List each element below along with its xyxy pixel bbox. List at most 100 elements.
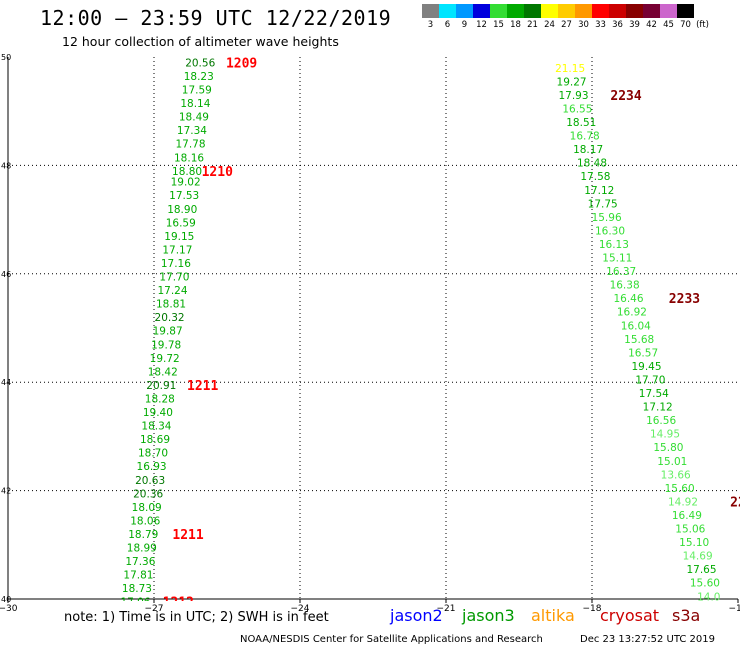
wave-height-point: 19.87 — [153, 326, 183, 338]
pass-time-label: 1211 — [172, 528, 203, 543]
wave-height-point: 15.3 — [701, 605, 724, 617]
scale-swatch — [422, 4, 439, 18]
wave-height-point: 18.69 — [140, 434, 170, 446]
satellite-cryosat: cryosat — [600, 606, 660, 625]
page-title: 12:00 – 23:59 UTC 12/22/2019 — [40, 6, 392, 30]
scale-cell: 24 — [541, 4, 558, 30]
wave-height-point: 17.24 — [157, 285, 187, 297]
scale-label: 15 — [493, 20, 504, 30]
x-tick-label: −18 — [583, 604, 602, 614]
wave-height-point: 18.14 — [180, 98, 210, 110]
wave-height-point: 17.16 — [161, 258, 191, 270]
satellite-jason2: jason2 — [390, 606, 443, 625]
wave-height-point: 15.60 — [690, 578, 720, 590]
scale-label: 30 — [578, 20, 589, 30]
wave-height-point: 17.36 — [125, 556, 155, 568]
scale-label: 18 — [510, 20, 521, 30]
scale-label: 42 — [646, 20, 657, 30]
wave-height-point: 17.53 — [169, 190, 199, 202]
scale-label: 27 — [561, 20, 572, 30]
wave-height-point: 18.23 — [184, 71, 214, 83]
pass-time-label: 1209 — [226, 56, 257, 71]
scale-swatch — [490, 4, 507, 18]
wave-height-point: 18.42 — [148, 366, 178, 378]
scale-cell: 39 — [626, 4, 643, 30]
wave-height-point: 16.46 — [613, 293, 643, 305]
page-subtitle: 12 hour collection of altimeter wave hei… — [62, 34, 339, 49]
scale-swatch — [456, 4, 473, 18]
wave-height-point: 15.11 — [602, 253, 632, 265]
scale-label: 70 — [680, 20, 691, 30]
pass-time-label: 1212 — [163, 596, 194, 611]
wave-height-point: 18.17 — [573, 144, 603, 156]
wave-height-point: 16.49 — [672, 510, 702, 522]
wave-height-point: 16.56 — [646, 415, 676, 427]
scale-label: 33 — [595, 20, 606, 30]
wave-height-point: 15.80 — [653, 442, 683, 454]
wave-height-point: 16.59 — [166, 217, 196, 229]
wave-height-point: 14.0 — [697, 591, 720, 603]
wave-height-point: 19.15 — [164, 231, 194, 243]
satellite-s3a: s3a — [672, 606, 701, 625]
wave-height-point: 18.49 — [179, 112, 209, 124]
wave-height-point: 18.81 — [156, 299, 186, 311]
wave-height-point: 19.45 — [631, 361, 661, 373]
wave-height-point: 17.54 — [639, 388, 669, 400]
wave-height-point: 18.70 — [138, 448, 168, 460]
scale-label: 9 — [461, 20, 468, 30]
scale-swatch — [575, 4, 592, 18]
y-tick-label: 50 — [1, 53, 11, 62]
wave-height-point: 18.28 — [145, 393, 175, 405]
wave-height-point: 17.34 — [177, 125, 207, 137]
wave-height-point: 17.58 — [580, 171, 610, 183]
wave-height-point: 16.92 — [617, 307, 647, 319]
wave-height-point: 19.27 — [557, 76, 587, 88]
scale-swatch — [592, 4, 609, 18]
wave-height-point: 18.73 — [122, 583, 152, 595]
wave-height-point: 17.17 — [162, 244, 192, 256]
wave-height-point: 17.75 — [588, 198, 618, 210]
wave-height-point: 18.80 — [172, 166, 202, 178]
x-tick-label: −30 — [0, 604, 18, 614]
wave-height-point: 15.06 — [675, 524, 705, 536]
wave-height-point: 16.57 — [628, 347, 658, 359]
wave-height-point: 16.14 — [116, 637, 146, 649]
scale-swatch — [643, 4, 660, 18]
scale-cell: 3 — [422, 4, 439, 30]
wave-height-point: 21.15 — [555, 63, 585, 75]
scale-label: 3 — [427, 20, 434, 30]
wave-height-point: 17.70 — [159, 272, 189, 284]
scale-swatch — [677, 4, 694, 18]
x-tick-label: −15 — [729, 604, 740, 614]
wave-height-point: 18.06 — [130, 515, 160, 527]
wave-height-point: 17.93 — [558, 90, 588, 102]
scale-swatch — [660, 4, 677, 18]
satellite-jason3: jason3 — [462, 606, 515, 625]
scale-label: 24 — [544, 20, 555, 30]
scale-swatch — [558, 4, 575, 18]
scale-cell: 45 — [660, 4, 677, 30]
scale-label: (ft) — [696, 20, 709, 30]
wave-height-point: 18.16 — [174, 152, 204, 164]
wave-height-point: 17.65 — [686, 564, 716, 576]
y-tick-label: 46 — [1, 270, 11, 279]
scale-cell: 27 — [558, 4, 575, 30]
scale-cell: 42 — [643, 4, 660, 30]
scale-swatch — [541, 4, 558, 18]
wave-height-point: 15.68 — [624, 334, 654, 346]
satellite-altika: altika — [531, 606, 575, 625]
wave-height-point: 19.72 — [150, 353, 180, 365]
wave-height-point: 15.60 — [665, 483, 695, 495]
scale-cell: 33 — [592, 4, 609, 30]
color-scale-legend: 3 6 9 12 15 18 21 24 27 30 33 36 39 42 45 70 (ft) — [422, 4, 711, 30]
wave-height-point: 20.56 — [185, 57, 215, 69]
wave-height-point: 14.69 — [683, 551, 713, 563]
scale-cell: (ft) — [694, 4, 711, 30]
wave-height-point: 20.36 — [133, 488, 163, 500]
generation-timestamp: Dec 23 13:27:52 UTC 2019 — [580, 634, 715, 645]
wave-height-point: 17.70 — [635, 374, 665, 386]
wave-height-point: 18.90 — [167, 204, 197, 216]
scale-cell: 18 — [507, 4, 524, 30]
